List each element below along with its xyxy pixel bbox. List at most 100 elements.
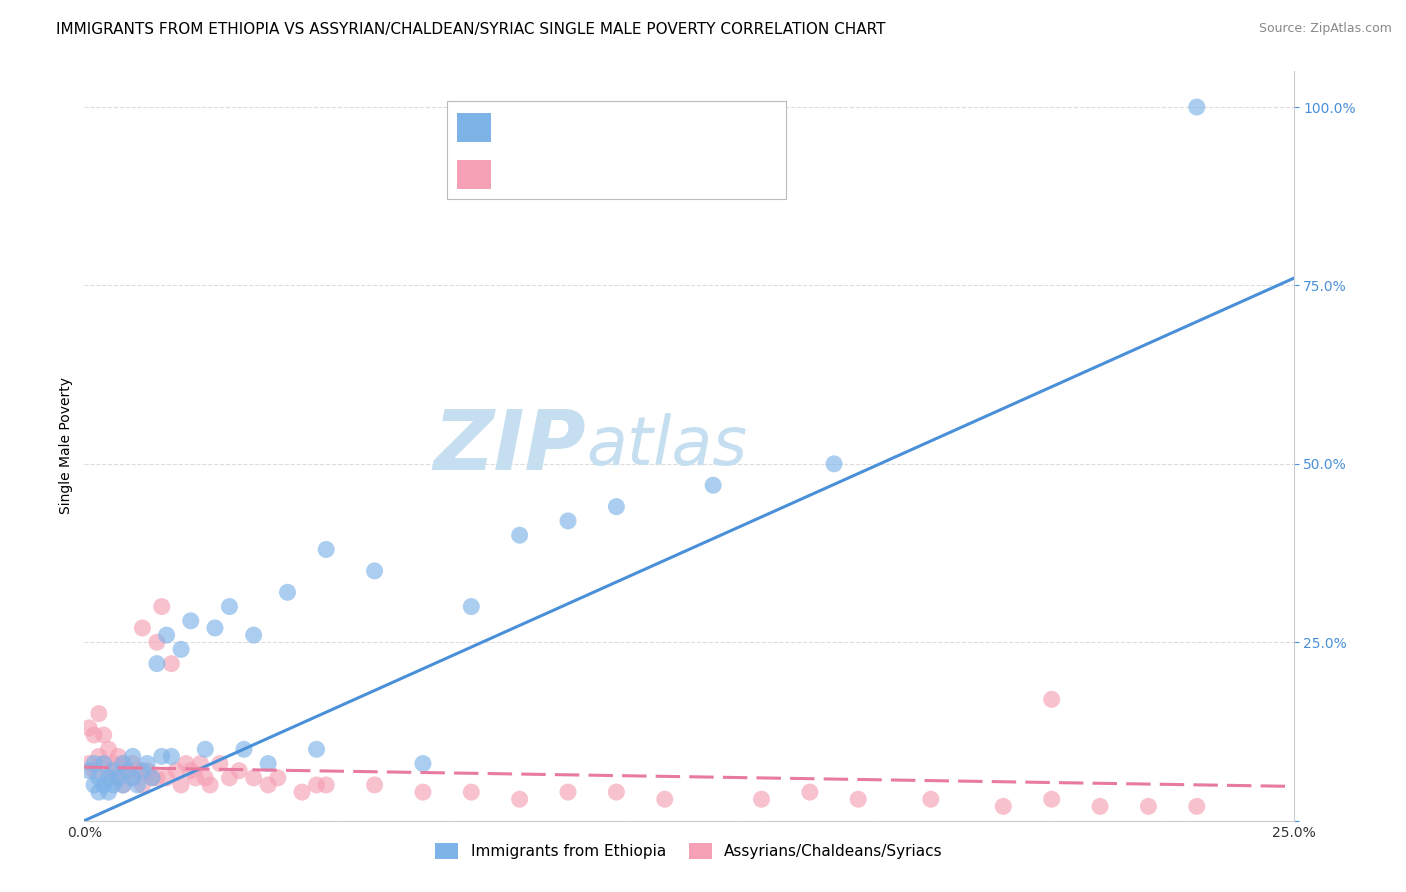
Point bbox=[180, 614, 202, 628]
Point bbox=[509, 792, 531, 806]
Point bbox=[136, 756, 159, 771]
Point bbox=[702, 478, 724, 492]
Point bbox=[180, 764, 202, 778]
Point bbox=[257, 778, 280, 792]
Y-axis label: Single Male Poverty: Single Male Poverty bbox=[59, 377, 73, 515]
Point bbox=[77, 756, 100, 771]
Point bbox=[97, 785, 120, 799]
Point bbox=[1185, 799, 1208, 814]
Point bbox=[121, 771, 143, 785]
Point bbox=[605, 500, 627, 514]
Point bbox=[117, 764, 139, 778]
Point bbox=[127, 764, 149, 778]
Point bbox=[93, 756, 115, 771]
Point bbox=[87, 706, 110, 721]
Point bbox=[557, 514, 579, 528]
Point bbox=[1088, 799, 1111, 814]
Point bbox=[165, 764, 187, 778]
Point bbox=[155, 771, 177, 785]
Point bbox=[315, 778, 337, 792]
Point bbox=[267, 771, 290, 785]
Point bbox=[204, 621, 226, 635]
Point bbox=[155, 628, 177, 642]
Point bbox=[146, 657, 169, 671]
Point bbox=[117, 764, 139, 778]
Point bbox=[87, 771, 110, 785]
Point bbox=[93, 756, 115, 771]
Point bbox=[460, 785, 482, 799]
Point bbox=[97, 771, 120, 785]
Point bbox=[460, 599, 482, 614]
Point bbox=[194, 771, 217, 785]
Point bbox=[363, 564, 385, 578]
Text: atlas: atlas bbox=[586, 413, 747, 479]
Point bbox=[87, 749, 110, 764]
Point bbox=[93, 728, 115, 742]
Point bbox=[198, 778, 221, 792]
Point bbox=[160, 749, 183, 764]
Point bbox=[77, 721, 100, 735]
Point bbox=[136, 764, 159, 778]
Point bbox=[146, 635, 169, 649]
Point bbox=[305, 742, 328, 756]
Point bbox=[799, 785, 821, 799]
Point bbox=[107, 771, 129, 785]
Point bbox=[920, 792, 942, 806]
Point bbox=[170, 642, 193, 657]
Point bbox=[93, 778, 115, 792]
Point bbox=[121, 756, 143, 771]
Point bbox=[846, 792, 869, 806]
Point bbox=[131, 621, 153, 635]
Text: Source: ZipAtlas.com: Source: ZipAtlas.com bbox=[1258, 22, 1392, 36]
Text: IMMIGRANTS FROM ETHIOPIA VS ASSYRIAN/CHALDEAN/SYRIAC SINGLE MALE POVERTY CORRELA: IMMIGRANTS FROM ETHIOPIA VS ASSYRIAN/CHA… bbox=[56, 22, 886, 37]
Point bbox=[83, 756, 105, 771]
Point bbox=[121, 771, 143, 785]
Point bbox=[146, 771, 169, 785]
Point bbox=[276, 585, 298, 599]
Point bbox=[112, 778, 135, 792]
Point bbox=[83, 764, 105, 778]
Legend: Immigrants from Ethiopia, Assyrians/Chaldeans/Syriacs: Immigrants from Ethiopia, Assyrians/Chal… bbox=[429, 838, 949, 865]
Point bbox=[218, 771, 240, 785]
Point bbox=[242, 771, 264, 785]
Point bbox=[121, 749, 143, 764]
Point bbox=[218, 599, 240, 614]
Point bbox=[194, 742, 217, 756]
Point bbox=[242, 628, 264, 642]
Point bbox=[107, 771, 129, 785]
Point bbox=[1040, 692, 1063, 706]
Point bbox=[315, 542, 337, 557]
Point bbox=[170, 778, 193, 792]
Point bbox=[363, 778, 385, 792]
Point bbox=[97, 771, 120, 785]
Point bbox=[823, 457, 845, 471]
Point bbox=[103, 778, 125, 792]
Text: ZIP: ZIP bbox=[433, 406, 586, 486]
Point bbox=[112, 756, 135, 771]
Point bbox=[87, 785, 110, 799]
Point bbox=[305, 778, 328, 792]
Point bbox=[190, 756, 212, 771]
Point bbox=[184, 771, 207, 785]
Point bbox=[208, 756, 231, 771]
Point bbox=[557, 785, 579, 799]
Point bbox=[107, 749, 129, 764]
Point bbox=[127, 778, 149, 792]
Point bbox=[412, 785, 434, 799]
Point bbox=[605, 785, 627, 799]
Point bbox=[509, 528, 531, 542]
Point bbox=[103, 764, 125, 778]
Point bbox=[112, 756, 135, 771]
Point bbox=[103, 756, 125, 771]
Point bbox=[228, 764, 250, 778]
Point bbox=[1185, 100, 1208, 114]
Point bbox=[150, 749, 173, 764]
Point bbox=[257, 756, 280, 771]
Point bbox=[150, 599, 173, 614]
Point bbox=[112, 778, 135, 792]
Point bbox=[233, 742, 256, 756]
Point bbox=[1137, 799, 1160, 814]
Point bbox=[83, 778, 105, 792]
Point bbox=[77, 764, 100, 778]
Point bbox=[97, 742, 120, 756]
